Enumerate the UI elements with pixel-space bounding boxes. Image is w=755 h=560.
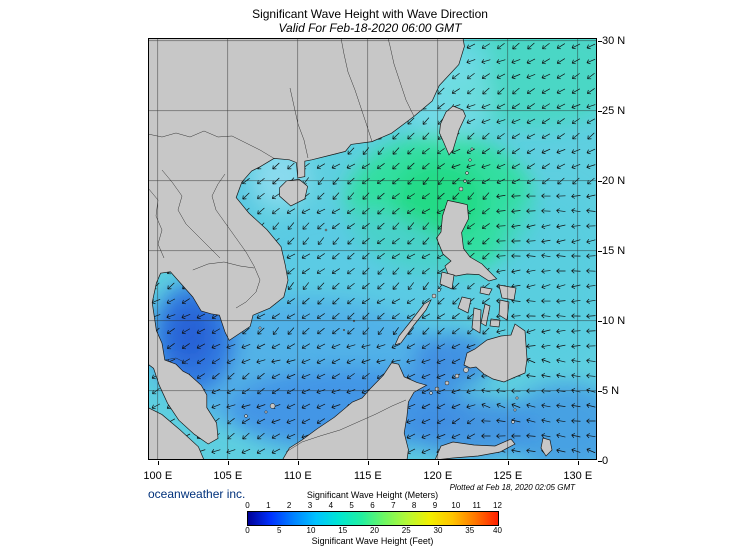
meters-tick: 6 <box>370 501 375 510</box>
map-border <box>148 38 597 460</box>
feet-tick: 5 <box>277 526 282 535</box>
meters-tick: 11 <box>472 501 481 510</box>
lon-tick-mark <box>367 461 369 465</box>
meters-tick: 1 <box>266 501 271 510</box>
colorbar-feet-ticks: 0 5 10 15 20 25 30 35 40 <box>245 526 502 536</box>
colorbar-gradient <box>246 511 499 526</box>
feet-tick: 0 <box>245 526 250 535</box>
map-area <box>148 38 597 460</box>
land-negros <box>471 307 482 334</box>
lat-tick-mark <box>598 460 602 462</box>
meters-tick: 8 <box>411 501 417 510</box>
lon-tick-mark <box>437 461 439 465</box>
lon-tick-label: 120 E <box>423 470 453 482</box>
landmasses <box>148 38 553 460</box>
feet-tick: 35 <box>465 526 475 535</box>
grid-lines <box>148 38 597 460</box>
meters-tick: 5 <box>349 501 354 510</box>
meters-tick: 12 <box>493 501 502 510</box>
lon-tick-mark <box>507 461 509 465</box>
feet-tick: 20 <box>370 526 379 535</box>
land-mindanao <box>463 323 528 383</box>
credit-text: oceanweather inc. <box>148 487 246 501</box>
meters-tick: 7 <box>391 501 396 510</box>
feet-tick: 10 <box>306 526 316 535</box>
land-samar <box>498 284 517 301</box>
lat-tick-label: 30 N <box>602 34 626 47</box>
feet-tick: 25 <box>401 526 411 535</box>
lat-tick-label: 20 N <box>602 174 626 187</box>
plotted-timestamp: Plotted at Feb 18, 2020 02:05 GMT <box>449 483 575 492</box>
land-palawan <box>394 299 432 346</box>
meters-tick: 4 <box>328 501 334 510</box>
country-borders <box>148 38 415 453</box>
lat-tick-label: 25 N <box>602 104 626 117</box>
lat-tick-mark <box>598 180 602 182</box>
meters-tick: 3 <box>307 501 313 510</box>
feet-tick: 40 <box>493 526 502 535</box>
meters-tick: 2 <box>286 501 292 510</box>
chart-subtitle: Valid For Feb-18-2020 06:00 GMT <box>278 21 462 35</box>
land-mindoro <box>439 271 455 290</box>
lon-tick-label: 110 E <box>283 470 312 482</box>
lat-tick-mark <box>598 250 602 252</box>
lon-tick-mark <box>227 461 229 465</box>
land-borneo <box>281 362 428 460</box>
land-cebu <box>480 303 491 327</box>
lon-tick-mark <box>297 461 299 465</box>
feet-tick: 30 <box>433 526 443 535</box>
lon-tick-label: 125 E <box>493 470 523 482</box>
lat-tick-mark <box>598 40 602 42</box>
land-masbate <box>479 286 493 296</box>
land-halmahera <box>540 437 553 457</box>
lon-tick-mark <box>157 461 159 465</box>
land-luzon <box>436 199 498 282</box>
lat-tick-mark <box>598 390 602 392</box>
land-panay <box>457 296 472 314</box>
land-sulawesi <box>434 438 516 460</box>
lat-tick-label: 10 N <box>602 314 626 327</box>
feet-tick: 15 <box>338 526 348 535</box>
land-sumatra <box>148 407 205 460</box>
colorbar-meters-ticks: 0 1 2 3 4 5 6 7 8 9 10 11 12 <box>245 501 502 511</box>
lat-tick-label: 15 N <box>602 244 626 257</box>
lon-tick-label: 105 E <box>213 470 243 482</box>
lat-tick-label: 0 <box>602 454 609 467</box>
wave-height-map <box>148 38 597 460</box>
lat-tick-mark <box>598 320 602 322</box>
colorbar-feet-label: Significant Wave Height (Feet) <box>311 536 434 546</box>
lat-tick-mark <box>598 110 602 112</box>
land-bohol <box>489 318 501 328</box>
chart-title: Significant Wave Height with Wave Direct… <box>252 7 488 21</box>
meters-tick: 9 <box>432 501 438 510</box>
meters-tick: 10 <box>451 501 461 510</box>
land-leyte <box>498 299 510 321</box>
lat-tick-label: 5 N <box>602 384 620 397</box>
lon-tick-label: 115 E <box>353 470 382 482</box>
lon-tick-label: 100 E <box>143 470 173 482</box>
lon-tick-label: 130 E <box>563 470 593 482</box>
land-taiwan <box>439 105 466 156</box>
colorbar-meters-label: Significant Wave Height (Meters) <box>306 490 439 500</box>
meters-tick: 0 <box>245 501 250 510</box>
lon-tick-mark <box>577 461 579 465</box>
